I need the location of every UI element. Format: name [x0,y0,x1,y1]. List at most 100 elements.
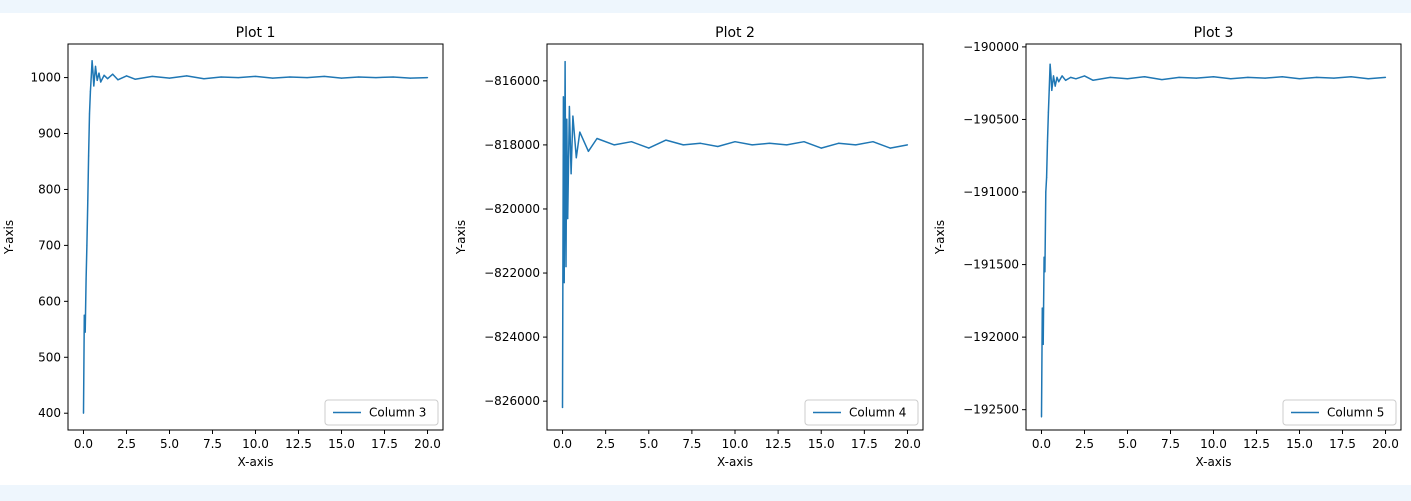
data-point [1316,76,1318,78]
data-point [1043,256,1045,258]
x-tick-label: 2.5 [596,437,615,451]
legend-box [324,399,439,426]
data-point [1064,79,1067,81]
data-point [125,75,128,77]
x-tick-label: 7.5 [1161,437,1180,451]
data-point [682,144,684,146]
data-point [203,78,205,80]
data-point [568,105,571,108]
y-tick-label: 900 [38,127,61,141]
x-tick-label: 12.5 [765,437,792,451]
x-tick-label: 5.0 [639,437,658,451]
plot-panel-1: Plot 1 0.0 2.5 5.0 7.5 10.0 12.5 15.0 17.5 20.0 40… [2,25,444,469]
data-point [630,141,633,143]
data-point [562,96,564,98]
y-tick-label: −818000 [484,138,540,152]
legend-label: Column 5 [1327,406,1384,420]
y-axis-label: Y-axis [933,220,947,255]
data-point [1212,76,1215,78]
x-tick-label: 20.0 [1372,437,1399,451]
data-point [237,76,239,79]
data-point [1042,343,1044,345]
legend-label: Column 4 [849,406,906,420]
data-point [1046,140,1049,142]
data-point [112,73,114,75]
y-tick-label: −824000 [484,330,540,344]
data-point [1384,76,1387,78]
data-point [665,139,667,141]
data-point [1247,76,1249,78]
legend: Column 4 [804,399,919,426]
y-tick-label: −816000 [484,74,540,88]
data-point [375,76,377,79]
plot-panel-2: Plot 2 0.0 2.5 5.0 7.5 10.0 12.5 15.0 17.5 20.0 −8… [454,25,924,469]
data-point [340,77,343,79]
x-tick-label: 0.0 [1032,437,1051,451]
x-tick-label: 17.5 [851,437,878,451]
data-point [561,406,564,409]
data-point [1056,76,1058,78]
data-point [94,65,97,67]
data-point [1050,73,1052,76]
x-tick-label: 10.0 [242,437,269,451]
data-point [572,115,574,117]
plot-title: Plot 3 [1194,25,1234,41]
x-tick-label: 17.5 [1329,437,1356,451]
data-point [567,217,569,220]
data-point [1161,78,1163,81]
y-tick-label: −192000 [963,330,1019,344]
legend-label: Column 3 [369,406,426,420]
data-point [1367,78,1369,80]
data-point [220,76,222,78]
x-tick-label: 0.0 [553,437,572,451]
y-tick-label: −190000 [963,40,1019,54]
data-point [570,173,572,175]
x-tick-label: 15.0 [1286,437,1313,451]
data-point [648,147,650,149]
data-point [88,113,91,115]
data-point [1333,77,1335,79]
data-point [86,244,88,246]
x-axis-label: X-axis [717,455,753,469]
x-tick-label: 15.0 [328,437,355,451]
y-axis-label: Y-axis [2,220,16,255]
data-point [1075,78,1077,80]
x-tick-label: 0.0 [74,437,93,451]
charts-svg: Plot 1 0.0 2.5 5.0 7.5 10.0 12.5 15.0 17.5 20.0 40… [2,25,1402,469]
data-point [96,79,98,81]
y-tick-label: 400 [38,406,61,420]
data-point [1083,75,1086,77]
legend-box [1282,399,1397,426]
y-tick-label: −192500 [963,403,1019,417]
data-point [734,141,736,143]
data-point [84,331,86,333]
data-point [579,131,581,133]
data-point [168,77,171,79]
data-point [1195,77,1197,79]
data-point [392,76,394,78]
x-tick-label: 15.0 [808,437,835,451]
plot-panel-3: Plot 3 0.0 2.5 5.0 7.5 10.0 12.5 15.0 17.5 20.0 −1… [933,25,1402,469]
x-tick-label: 2.5 [1075,437,1094,451]
plot-frame [1025,43,1402,431]
data-point [85,278,87,280]
plot-frame [546,43,924,431]
data-point [151,75,153,78]
data-point [93,85,95,87]
series-line-column-4 [561,60,908,408]
legend: Column 3 [324,399,439,426]
data-point [1144,76,1146,78]
data-point [1045,191,1047,193]
data-point [820,147,822,149]
data-point [1048,89,1050,92]
data-point [1230,78,1232,80]
data-point [1052,75,1055,77]
data-point [1049,63,1051,65]
data-point [751,144,753,146]
data-point [1046,176,1048,179]
data-point [1092,79,1094,81]
data-point [613,144,615,146]
x-tick-label: 2.5 [117,437,136,451]
data-point [83,314,85,316]
data-point [564,61,566,63]
